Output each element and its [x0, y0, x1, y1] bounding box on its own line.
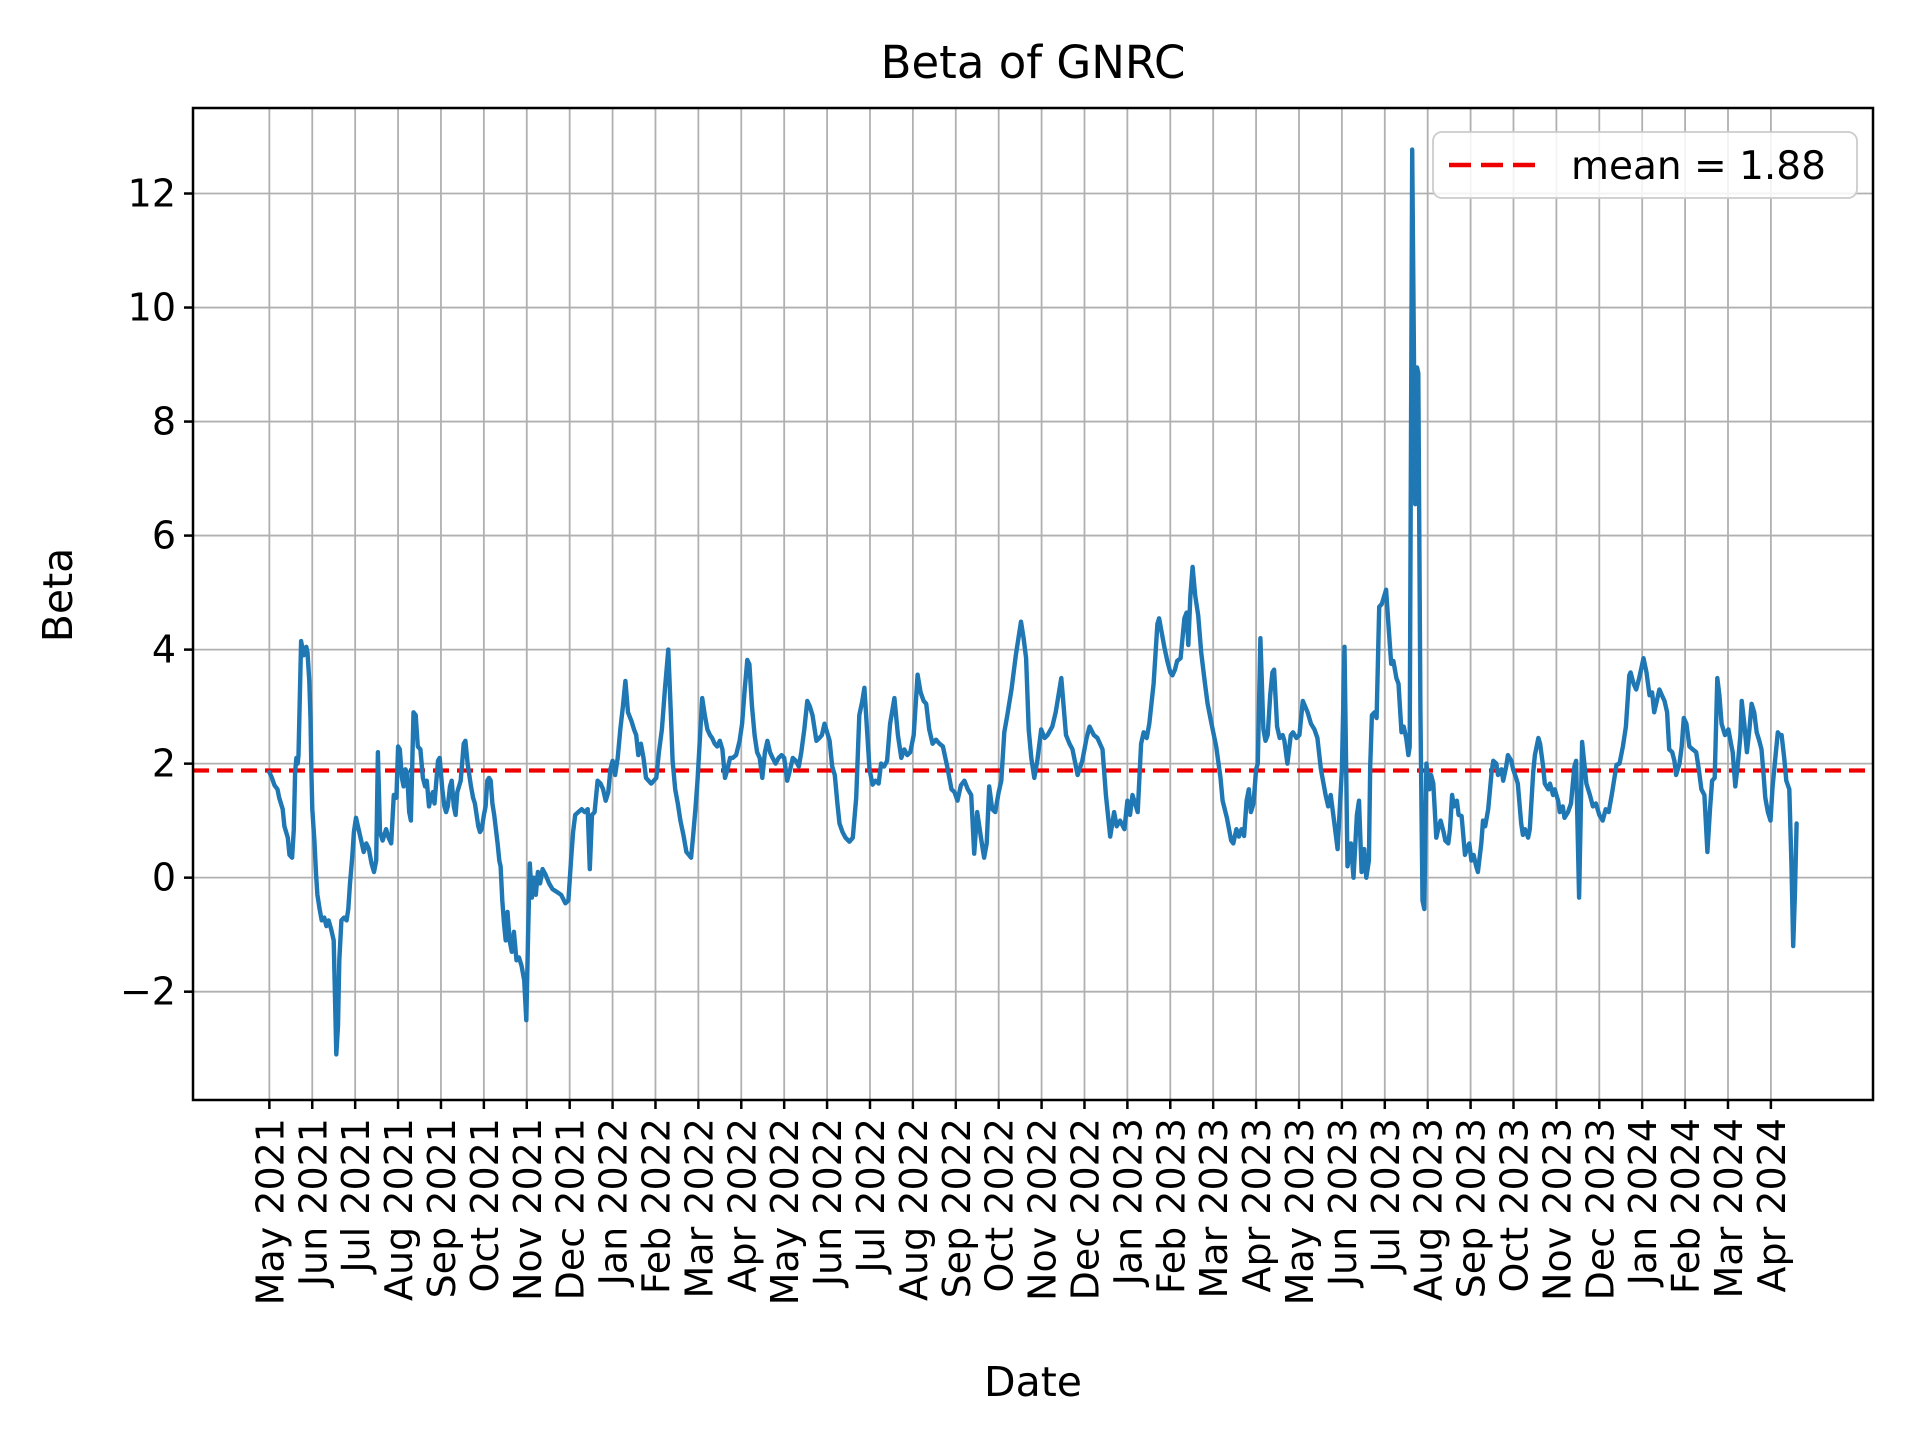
- x-tick-label: May 2023: [1278, 1118, 1322, 1305]
- y-tick-label: 4: [152, 628, 176, 672]
- x-tick-label: Nov 2022: [1021, 1118, 1065, 1301]
- x-tick-label: Nov 2021: [506, 1118, 550, 1301]
- x-tick-label: Sep 2023: [1450, 1118, 1494, 1298]
- x-tick-label: Apr 2024: [1750, 1118, 1794, 1293]
- x-tick-label: Sep 2021: [420, 1118, 464, 1298]
- beta-series-line: [267, 147, 1799, 1057]
- x-tick-label: Oct 2023: [1492, 1118, 1536, 1293]
- y-tick-label: 6: [152, 514, 176, 558]
- x-tick-label: Jul 2023: [1364, 1118, 1408, 1275]
- x-tick-label: Jun 2021: [291, 1118, 335, 1288]
- y-axis-label: Beta: [34, 548, 82, 643]
- x-tick-label: Jan 2023: [1106, 1118, 1150, 1287]
- legend-label: mean = 1.88: [1571, 144, 1826, 189]
- x-tick-label: Feb 2024: [1664, 1118, 1708, 1294]
- x-tick-label: Aug 2022: [892, 1118, 936, 1301]
- x-tick-label: Mar 2022: [677, 1118, 721, 1298]
- x-tick-label: Mar 2024: [1707, 1118, 1751, 1298]
- x-tick-label: Sep 2022: [935, 1118, 979, 1298]
- axis-ticks: [184, 192, 1773, 1109]
- x-tick-label: Feb 2023: [1149, 1118, 1193, 1294]
- chart-title: Beta of GNRC: [881, 36, 1186, 89]
- x-axis-label: Date: [984, 1358, 1082, 1406]
- y-tick-label: 0: [152, 856, 176, 900]
- x-tick-label: Oct 2022: [978, 1118, 1022, 1293]
- x-tick-label: Jan 2022: [592, 1118, 636, 1287]
- x-tick-label: Apr 2022: [720, 1118, 764, 1293]
- x-tick-label: Jun 2022: [806, 1118, 850, 1288]
- y-tick-label: 2: [152, 742, 176, 786]
- x-tick-label: Aug 2023: [1407, 1118, 1451, 1301]
- y-tick-label: 8: [152, 400, 176, 444]
- x-tick-label: Nov 2023: [1535, 1118, 1579, 1301]
- x-tick-label: Mar 2023: [1192, 1118, 1236, 1298]
- legend: mean = 1.88: [1432, 131, 1858, 199]
- x-tick-label: Oct 2021: [463, 1118, 507, 1293]
- x-tick-label: Apr 2023: [1235, 1118, 1279, 1293]
- x-tick-label: May 2022: [763, 1118, 807, 1305]
- x-tick-label: Dec 2022: [1063, 1118, 1107, 1300]
- x-tick-label: Jun 2023: [1321, 1118, 1365, 1288]
- y-tick-label: 10: [128, 286, 176, 330]
- y-tick-label: 12: [128, 172, 176, 216]
- x-tick-label: Jan 2024: [1621, 1118, 1665, 1287]
- y-tick-label: −2: [120, 970, 176, 1014]
- grid-lines: [193, 108, 1873, 1100]
- x-tick-label: Jul 2021: [334, 1118, 378, 1275]
- data-series-layer: [193, 147, 1873, 1057]
- x-tick-label: Aug 2021: [377, 1118, 421, 1301]
- x-tick-label: Jul 2022: [849, 1118, 893, 1275]
- legend-box: [1432, 131, 1858, 199]
- x-tick-label: Feb 2022: [634, 1118, 678, 1294]
- x-tick-label: Dec 2021: [549, 1118, 593, 1300]
- plot-border: [191, 106, 1875, 1102]
- x-tick-label: Dec 2023: [1578, 1118, 1622, 1300]
- x-tick-label: May 2021: [248, 1118, 292, 1305]
